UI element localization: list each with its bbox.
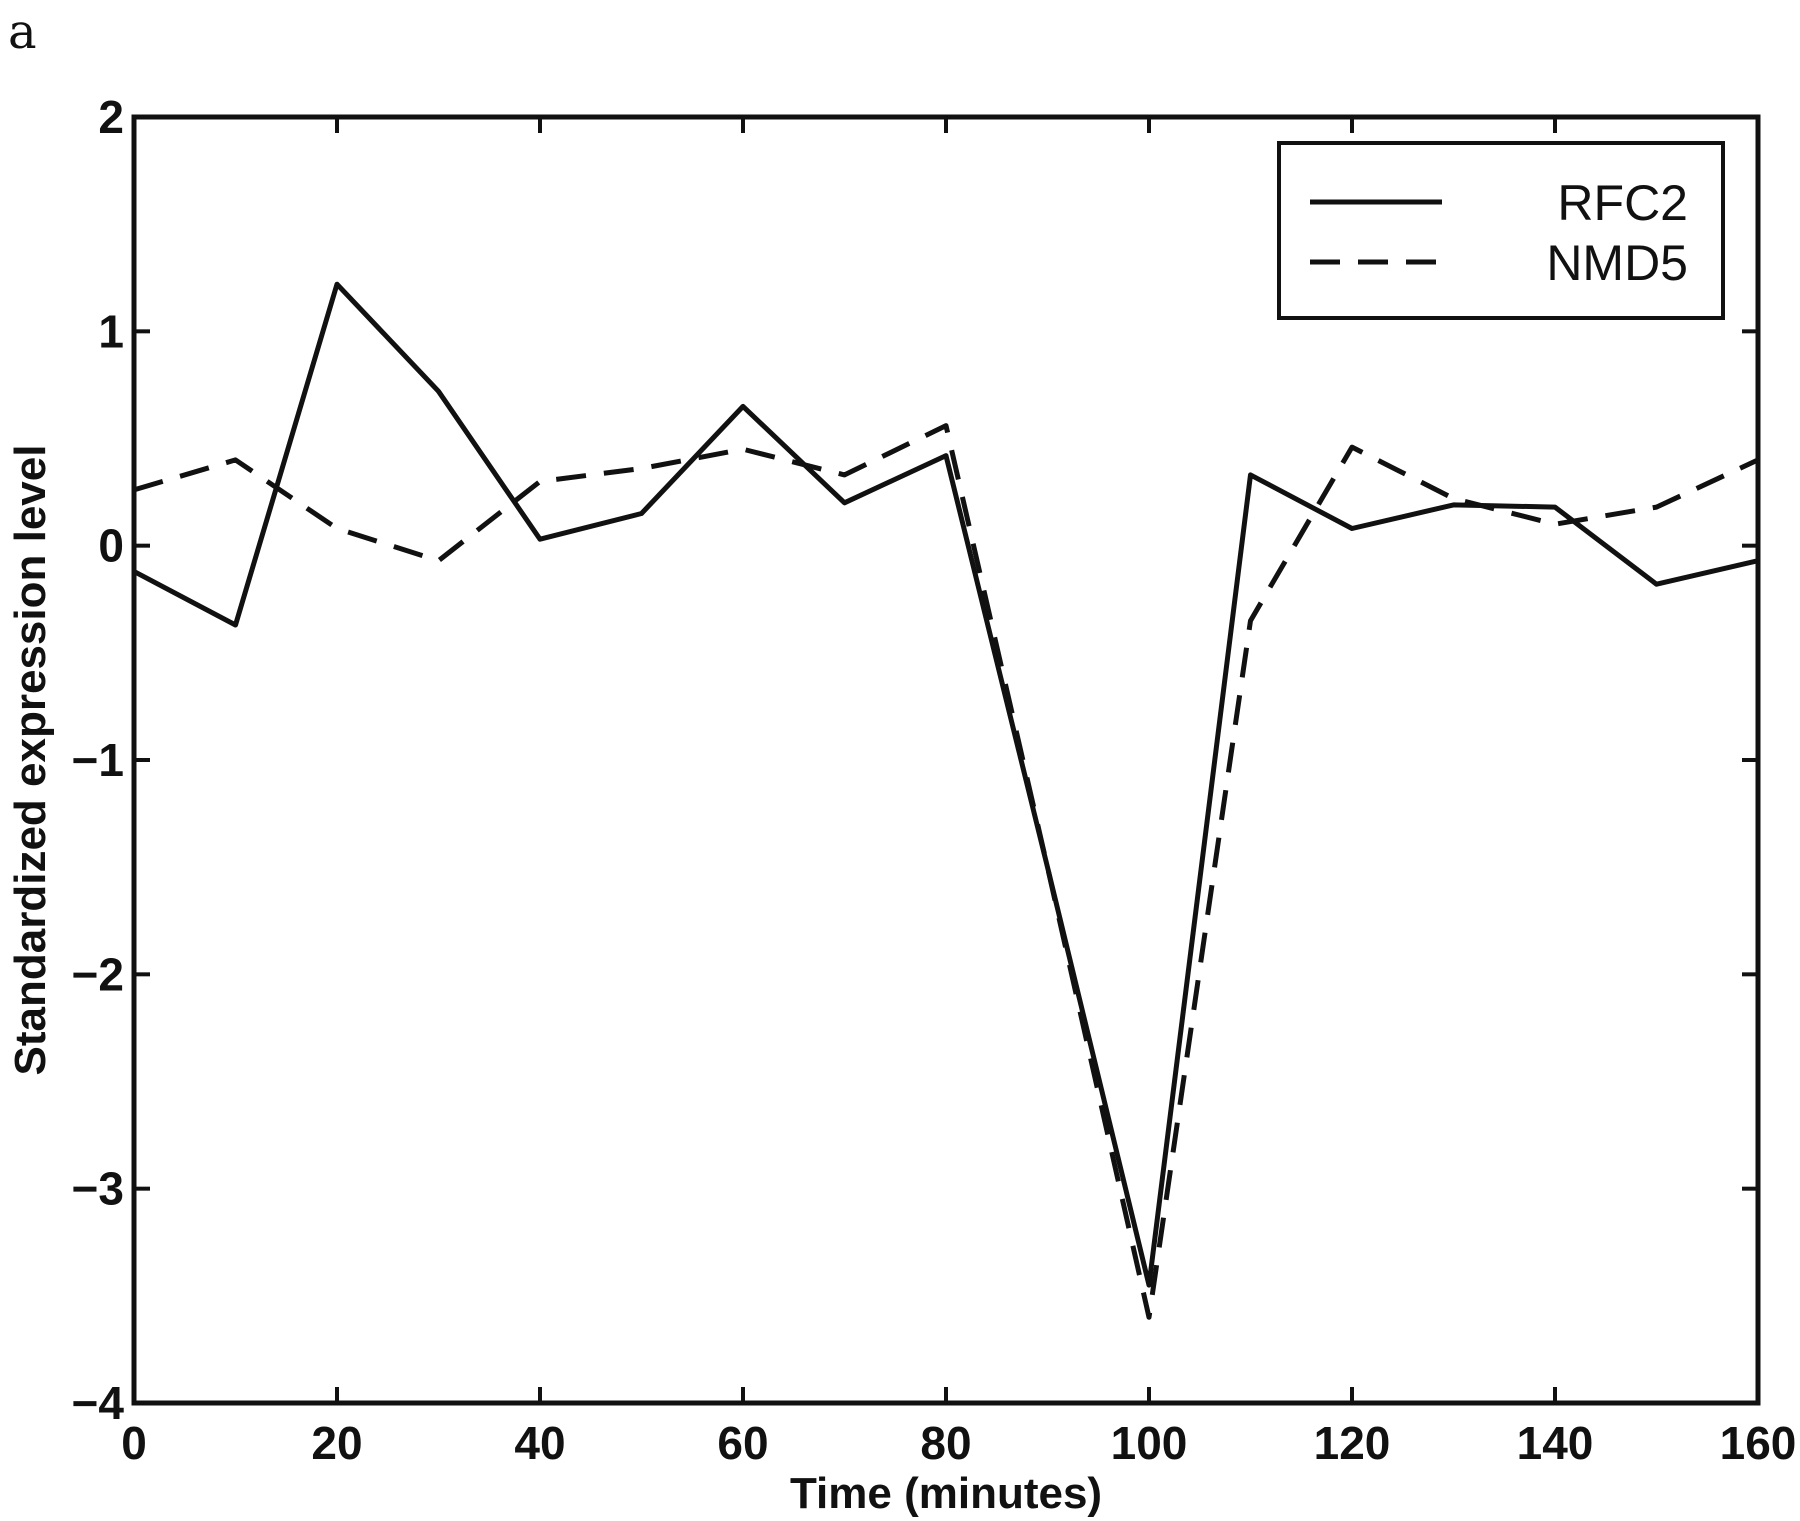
x-axis: 0 20 40 60 80 100 120 140 160 <box>121 117 1796 1469</box>
y-tick-label: 2 <box>98 91 124 143</box>
plot-series <box>132 281 1760 1320</box>
x-tick-label: 100 <box>1111 1417 1188 1469</box>
series-line-rfc2 <box>132 281 1759 1288</box>
y-axis: 2 1 0 −1 −2 −3 −4 <box>72 91 1758 1429</box>
x-tick-label: 120 <box>1314 1417 1391 1469</box>
legend-label-rfc2: RFC2 <box>1557 175 1688 231</box>
x-tick-label: 20 <box>311 1417 362 1469</box>
panel-label: a <box>8 4 37 60</box>
series-line-nmd5 <box>133 423 1760 1320</box>
y-tick-label: 0 <box>98 520 124 572</box>
legend: RFC2 NMD5 <box>1277 141 1725 320</box>
y-tick-label: −2 <box>72 948 124 1000</box>
y-tick-label: 1 <box>98 305 124 357</box>
x-tick-label: 0 <box>121 1417 147 1469</box>
y-tick-label: −1 <box>72 734 124 786</box>
x-axis-label: Time (minutes) <box>790 1469 1102 1518</box>
legend-box <box>1277 141 1725 320</box>
x-tick-label: 60 <box>717 1417 768 1469</box>
x-tick-label: 140 <box>1517 1417 1594 1469</box>
y-axis-label: Standardized expression level <box>6 445 55 1076</box>
x-tick-label: 40 <box>514 1417 565 1469</box>
legend-label-nmd5: NMD5 <box>1546 235 1688 291</box>
y-tick-label: −4 <box>72 1377 125 1429</box>
x-tick-label: 160 <box>1720 1417 1797 1469</box>
x-tick-label: 80 <box>920 1417 971 1469</box>
y-tick-label: −3 <box>72 1163 124 1215</box>
plot-frame <box>131 114 1761 1406</box>
